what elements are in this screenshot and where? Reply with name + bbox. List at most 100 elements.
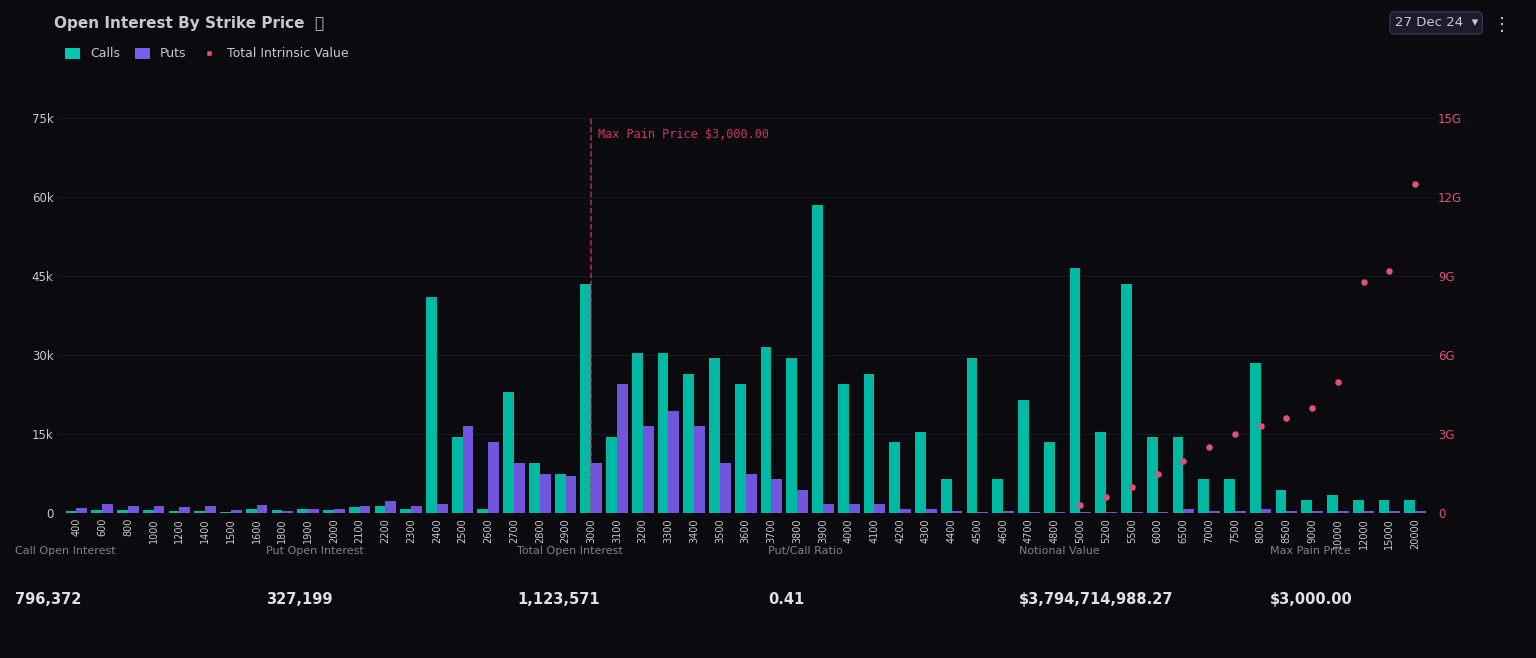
- Bar: [1224, 479, 1235, 513]
- Text: Open Interest By Strike Price  ⓘ: Open Interest By Strike Price ⓘ: [54, 16, 324, 32]
- Bar: [539, 474, 550, 513]
- Bar: [220, 512, 230, 513]
- Bar: [874, 504, 885, 513]
- Text: 1,123,571: 1,123,571: [518, 592, 599, 607]
- Bar: [1364, 511, 1375, 513]
- Bar: [298, 509, 309, 513]
- Bar: [786, 358, 797, 513]
- Point: [1146, 468, 1170, 479]
- Bar: [668, 411, 679, 513]
- Bar: [169, 511, 180, 513]
- Bar: [797, 490, 808, 513]
- Bar: [1183, 509, 1193, 513]
- Bar: [966, 358, 977, 513]
- Bar: [992, 479, 1003, 513]
- Bar: [1055, 512, 1066, 513]
- Point: [1402, 179, 1427, 190]
- Bar: [642, 426, 653, 513]
- Bar: [771, 479, 782, 513]
- Bar: [1327, 495, 1338, 513]
- Bar: [127, 507, 138, 513]
- Point: [1170, 455, 1195, 466]
- Bar: [1235, 511, 1246, 513]
- Text: $3,794,714,988.27: $3,794,714,988.27: [1018, 592, 1174, 607]
- Bar: [889, 442, 900, 513]
- Point: [1120, 482, 1144, 492]
- Bar: [1095, 432, 1106, 513]
- Bar: [631, 353, 642, 513]
- Bar: [915, 432, 926, 513]
- Bar: [1172, 437, 1183, 513]
- Bar: [1121, 284, 1132, 513]
- Bar: [1018, 400, 1029, 513]
- Bar: [488, 442, 499, 513]
- Bar: [1312, 511, 1322, 513]
- Bar: [412, 507, 422, 513]
- Legend: Calls, Puts, Total Intrinsic Value: Calls, Puts, Total Intrinsic Value: [60, 42, 353, 65]
- Text: 796,372: 796,372: [15, 592, 81, 607]
- Bar: [478, 509, 488, 513]
- Bar: [206, 507, 217, 513]
- Bar: [1390, 511, 1401, 513]
- Bar: [720, 463, 731, 513]
- Bar: [1250, 363, 1261, 513]
- Bar: [272, 510, 283, 513]
- Bar: [117, 510, 127, 513]
- Bar: [452, 437, 462, 513]
- Text: Call Open Interest: Call Open Interest: [15, 546, 117, 556]
- Bar: [1044, 442, 1055, 513]
- Point: [1249, 421, 1273, 432]
- Bar: [246, 509, 257, 513]
- Bar: [309, 509, 319, 513]
- Point: [1068, 500, 1092, 511]
- Text: 27 Dec 24  ▾: 27 Dec 24 ▾: [1395, 16, 1478, 30]
- Bar: [180, 507, 190, 513]
- Point: [1094, 492, 1118, 503]
- Bar: [66, 511, 77, 513]
- Bar: [900, 509, 911, 513]
- Bar: [515, 463, 525, 513]
- Bar: [1404, 500, 1415, 513]
- Point: [1299, 403, 1324, 413]
- Bar: [425, 297, 436, 513]
- Text: Put/Call Ratio: Put/Call Ratio: [768, 546, 843, 556]
- Bar: [101, 504, 114, 513]
- Bar: [257, 505, 267, 513]
- Point: [1223, 429, 1247, 440]
- Bar: [1209, 511, 1220, 513]
- Bar: [1029, 512, 1040, 513]
- Point: [1197, 442, 1221, 453]
- Bar: [386, 501, 396, 513]
- Bar: [554, 474, 565, 513]
- Bar: [684, 374, 694, 513]
- Bar: [942, 479, 952, 513]
- Bar: [77, 508, 88, 513]
- Bar: [154, 507, 164, 513]
- Bar: [581, 284, 591, 513]
- Text: Max Pain Price $3,000.00: Max Pain Price $3,000.00: [598, 128, 768, 141]
- Bar: [1158, 512, 1169, 513]
- Bar: [1003, 511, 1014, 513]
- Bar: [746, 474, 757, 513]
- Bar: [462, 426, 473, 513]
- Bar: [617, 384, 628, 513]
- Point: [1273, 413, 1298, 424]
- Bar: [1286, 511, 1298, 513]
- Text: Notional Value: Notional Value: [1018, 546, 1100, 556]
- Bar: [1378, 500, 1390, 513]
- Bar: [863, 374, 874, 513]
- Bar: [230, 510, 241, 513]
- Bar: [359, 506, 370, 513]
- Bar: [760, 347, 771, 513]
- Bar: [143, 510, 154, 513]
- Bar: [565, 476, 576, 513]
- Bar: [1338, 511, 1349, 513]
- Bar: [657, 353, 668, 513]
- Text: 327,199: 327,199: [266, 592, 333, 607]
- Bar: [926, 509, 937, 513]
- Bar: [1301, 500, 1312, 513]
- Bar: [333, 509, 344, 513]
- Bar: [1353, 500, 1364, 513]
- Bar: [91, 509, 101, 513]
- Bar: [734, 384, 746, 513]
